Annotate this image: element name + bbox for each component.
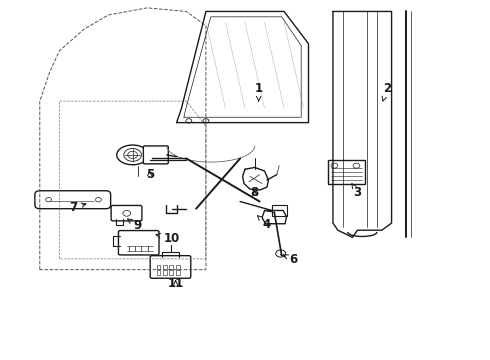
Text: 11: 11 (168, 278, 184, 291)
Text: 2: 2 (382, 82, 391, 101)
Text: 5: 5 (146, 168, 154, 181)
FancyBboxPatch shape (144, 146, 168, 164)
FancyBboxPatch shape (150, 256, 191, 278)
Text: 7: 7 (69, 202, 86, 215)
Bar (175, 270, 179, 275)
Bar (328, 160, 365, 184)
FancyBboxPatch shape (111, 206, 142, 221)
Bar (169, 270, 173, 275)
Bar (163, 270, 167, 275)
Text: 1: 1 (255, 82, 263, 101)
Bar (157, 265, 160, 269)
Bar (169, 265, 173, 269)
Text: 6: 6 (283, 253, 297, 266)
Bar (272, 205, 287, 216)
Circle shape (211, 180, 220, 187)
Text: 10: 10 (156, 231, 180, 244)
FancyBboxPatch shape (119, 230, 159, 255)
Bar (175, 265, 179, 269)
Text: 9: 9 (127, 219, 142, 233)
Text: 4: 4 (258, 216, 271, 231)
Text: 8: 8 (251, 186, 259, 199)
Bar (157, 270, 160, 275)
FancyBboxPatch shape (35, 191, 111, 209)
Bar (163, 265, 167, 269)
Text: 3: 3 (352, 183, 362, 199)
